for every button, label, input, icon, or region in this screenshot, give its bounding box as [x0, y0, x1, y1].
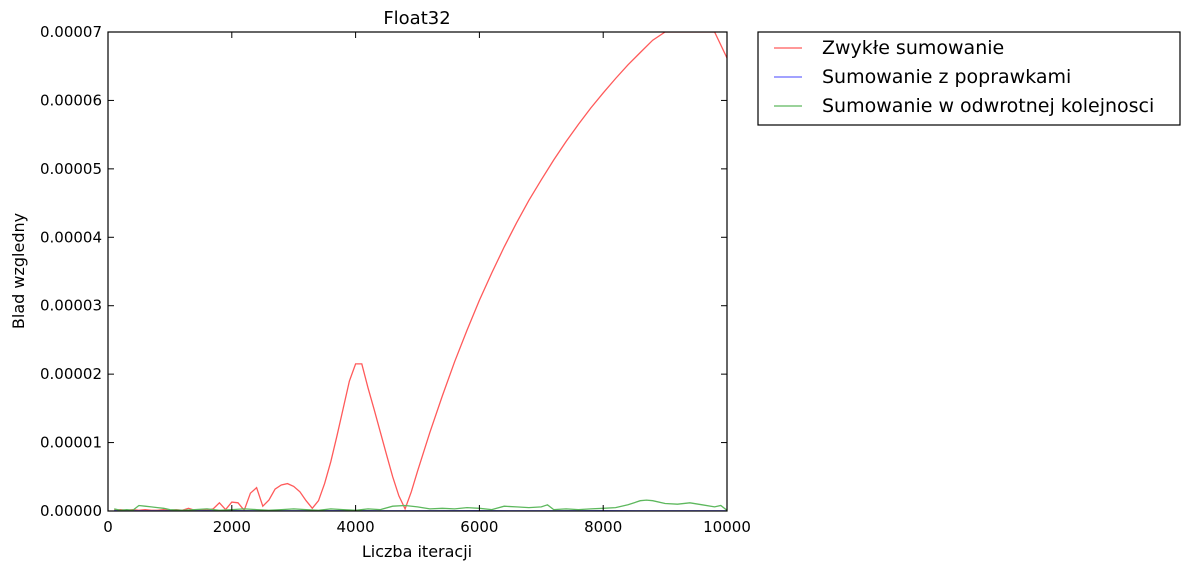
y-tick-label: 0.00003 [40, 297, 102, 315]
x-tick-label: 4000 [337, 518, 375, 536]
series-layer [114, 32, 727, 511]
x-tick-label: 6000 [460, 518, 498, 536]
x-tick-label: 0 [103, 518, 113, 536]
y-tick-label: 0.00005 [40, 160, 102, 178]
y-tick-label: 0.00004 [40, 228, 102, 246]
y-tick-label: 0.00002 [40, 365, 102, 383]
y-tick-label: 0.00001 [40, 434, 102, 452]
legend: Zwykłe sumowanie Sumowanie z poprawkami Su… [757, 31, 1181, 126]
y-tick-label: 0.00000 [40, 502, 102, 520]
y-tick-label: 0.00007 [40, 23, 102, 41]
legend-label-2: Sumowanie z poprawkami [822, 66, 1071, 88]
legend-label-3: Sumowanie w odwrotnej kolejnosci [822, 95, 1154, 117]
y-axis-title: Blad wzgledny [9, 213, 28, 329]
x-tick-label: 10000 [703, 518, 751, 536]
axis-ticks: 0 2000 4000 6000 8000 10000 0.00000 0.00001 0.00… [40, 23, 751, 536]
legend-label-1: Zwykłe sumowanie [822, 37, 1004, 59]
series-line-3 [114, 499, 727, 511]
series-line-1 [114, 32, 727, 511]
x-tick-label: 2000 [213, 518, 251, 536]
legend-box [757, 31, 1181, 126]
chart-title: Float32 [383, 8, 450, 29]
x-axis-title: Liczba iteracji [362, 542, 472, 561]
plot-frame [107, 31, 728, 512]
legend-items: Zwykłe sumowanie Sumowanie z poprawkami Su… [774, 37, 1154, 117]
y-tick-label: 0.00006 [40, 91, 102, 109]
x-tick-label: 8000 [584, 518, 622, 536]
